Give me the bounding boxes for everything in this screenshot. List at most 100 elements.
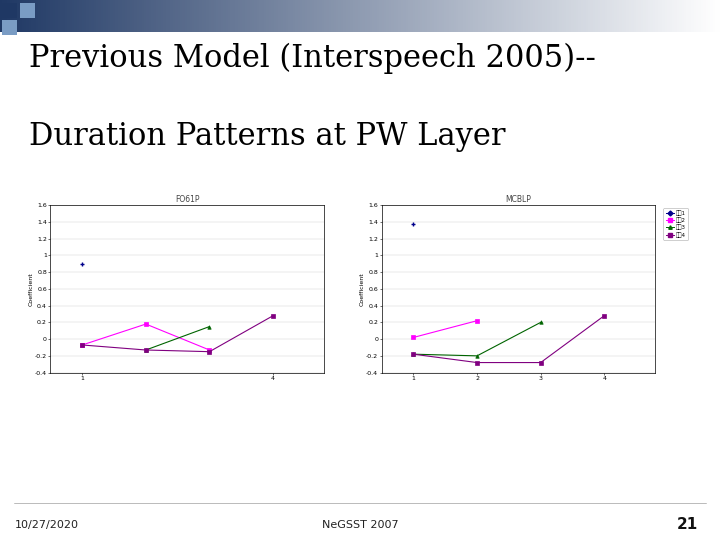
Bar	[456, 0, 459, 32]
Bar	[441, 0, 444, 32]
Bar	[281, 0, 283, 32]
Bar	[110, 0, 113, 32]
Bar	[31, 0, 34, 32]
Bar	[473, 0, 475, 32]
Bar	[468, 0, 470, 32]
Bar	[192, 0, 194, 32]
Bar	[259, 0, 261, 32]
Bar	[67, 0, 70, 32]
Bar	[113, 0, 115, 32]
Bar	[225, 0, 228, 32]
Bar	[367, 0, 369, 32]
Bar	[24, 0, 27, 32]
Bar	[38, 0, 41, 32]
Bar	[451, 0, 454, 32]
Bar	[153, 0, 156, 32]
Bar	[432, 0, 434, 32]
Bar	[696, 0, 698, 32]
Bar	[158, 0, 161, 32]
Bar	[533, 0, 535, 32]
Bar	[711, 0, 713, 32]
Bar	[178, 0, 180, 32]
Bar	[495, 0, 497, 32]
Bar	[182, 0, 185, 32]
Bar	[125, 0, 127, 32]
Title: MCBLP: MCBLP	[505, 195, 531, 205]
Bar	[369, 0, 372, 32]
Bar	[603, 0, 605, 32]
Bar	[571, 0, 574, 32]
Bar	[405, 0, 408, 32]
Bar	[660, 0, 662, 32]
Bar	[362, 0, 365, 32]
Bar	[612, 0, 614, 32]
Bar	[540, 0, 542, 32]
Bar	[161, 0, 163, 32]
Bar	[715, 0, 718, 32]
Bar	[43, 0, 45, 32]
Bar	[574, 0, 576, 32]
Bar	[146, 0, 149, 32]
Bar	[173, 0, 175, 32]
Bar	[122, 0, 125, 32]
Bar	[614, 0, 617, 32]
Text: 21: 21	[677, 517, 698, 532]
Bar	[48, 0, 50, 32]
Bar	[626, 0, 629, 32]
Bar	[221, 0, 223, 32]
Bar	[163, 0, 166, 32]
Bar	[605, 0, 607, 32]
Bar	[437, 0, 439, 32]
Bar	[108, 0, 110, 32]
Bar	[279, 0, 281, 32]
Bar	[252, 0, 254, 32]
Bar	[396, 0, 398, 32]
Bar	[521, 0, 523, 32]
Bar	[588, 0, 590, 32]
Bar	[171, 0, 173, 32]
Bar	[607, 0, 610, 32]
Bar	[216, 0, 218, 32]
Bar	[454, 0, 456, 32]
Bar	[398, 0, 401, 32]
Bar	[410, 0, 413, 32]
Bar	[578, 0, 581, 32]
Bar	[427, 0, 430, 32]
Bar	[101, 0, 103, 32]
Bar	[593, 0, 595, 32]
Bar	[439, 0, 441, 32]
Y-axis label: Coefficient: Coefficient	[28, 272, 33, 306]
Bar	[254, 0, 257, 32]
Bar	[595, 0, 598, 32]
Bar	[355, 0, 358, 32]
Bar	[434, 0, 437, 32]
Bar	[127, 0, 130, 32]
Legend: 数列1, 数列2, 数列3, 数列4: 数列1, 数列2, 数列3, 数列4	[663, 208, 688, 240]
Bar	[305, 0, 307, 32]
Bar	[144, 0, 146, 32]
Bar	[250, 0, 252, 32]
Bar	[693, 0, 696, 32]
Bar	[475, 0, 477, 32]
Bar	[528, 0, 531, 32]
Bar	[36, 0, 38, 32]
Bar	[194, 0, 197, 32]
Bar	[576, 0, 578, 32]
Bar	[2, 21, 17, 35]
Bar	[14, 0, 17, 32]
Bar	[655, 0, 657, 32]
Bar	[585, 0, 588, 32]
Bar	[387, 0, 389, 32]
Bar	[63, 0, 65, 32]
Bar	[682, 0, 684, 32]
Bar	[99, 0, 101, 32]
Bar	[2, 3, 17, 18]
Bar	[180, 0, 182, 32]
Bar	[34, 0, 36, 32]
Bar	[94, 0, 96, 32]
Bar	[641, 0, 643, 32]
Bar	[513, 0, 516, 32]
Bar	[324, 0, 326, 32]
Bar	[461, 0, 463, 32]
Bar	[619, 0, 621, 32]
